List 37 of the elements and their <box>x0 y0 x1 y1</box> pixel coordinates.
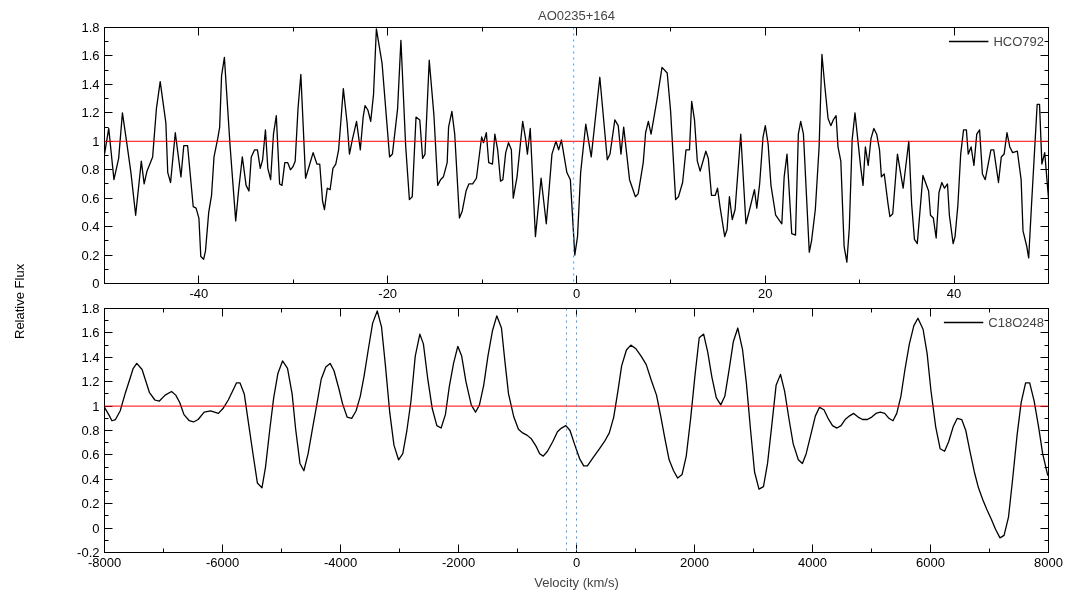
y-tick-label: 0.2 <box>81 496 100 512</box>
y-tick-label: 1.4 <box>81 76 100 92</box>
x-tick-label: -20 <box>378 285 398 301</box>
y-tick-label: 1.6 <box>81 48 100 64</box>
y-tick-label: 0.8 <box>81 162 100 178</box>
x-tick-label: 4000 <box>798 554 827 570</box>
y-tick-label: 0.8 <box>81 423 100 438</box>
y-tick-label: 1.2 <box>81 374 100 390</box>
x-tick-label: 0 <box>572 554 581 570</box>
x-tick-label: 0 <box>572 285 581 301</box>
x-axis-title: Velocity (km/s) <box>534 574 619 590</box>
x-tick-label: 8000 <box>1034 554 1063 570</box>
chart-title: AO0235+164 <box>538 7 615 23</box>
y-tick-label: 0.4 <box>81 471 100 487</box>
y-tick-label: 1 <box>92 398 100 414</box>
y-tick-label: 0.4 <box>81 219 100 235</box>
y-tick-label: 1.6 <box>81 325 100 341</box>
x-tick-label: 6000 <box>916 554 945 570</box>
y-tick-label: 0 <box>92 520 100 536</box>
y-tick-label: 1.2 <box>81 105 100 121</box>
x-tick-label: 2000 <box>680 554 709 570</box>
y-tick-label: 0.6 <box>81 190 100 206</box>
y-axis-title: Relative Flux <box>10 263 28 339</box>
legend-label: C18O248 <box>988 314 1044 330</box>
x-tick-label: -2000 <box>441 554 476 570</box>
y-tick-label: 1 <box>92 133 100 149</box>
y-tick-label: 1.4 <box>81 349 100 365</box>
x-tick-label: -4000 <box>323 554 358 570</box>
y-tick-label: 1.8 <box>81 301 100 316</box>
x-tick-label: -6000 <box>205 554 240 570</box>
x-tick-label: 40 <box>946 285 962 301</box>
legend-label: HCO792 <box>993 33 1044 49</box>
y-tick-label: 1.8 <box>81 20 100 35</box>
y-tick-label: 0.2 <box>81 247 100 263</box>
y-tick-label: 0.6 <box>81 447 100 463</box>
x-tick-label: 20 <box>758 285 773 301</box>
x-tick-label: -40 <box>189 285 209 301</box>
